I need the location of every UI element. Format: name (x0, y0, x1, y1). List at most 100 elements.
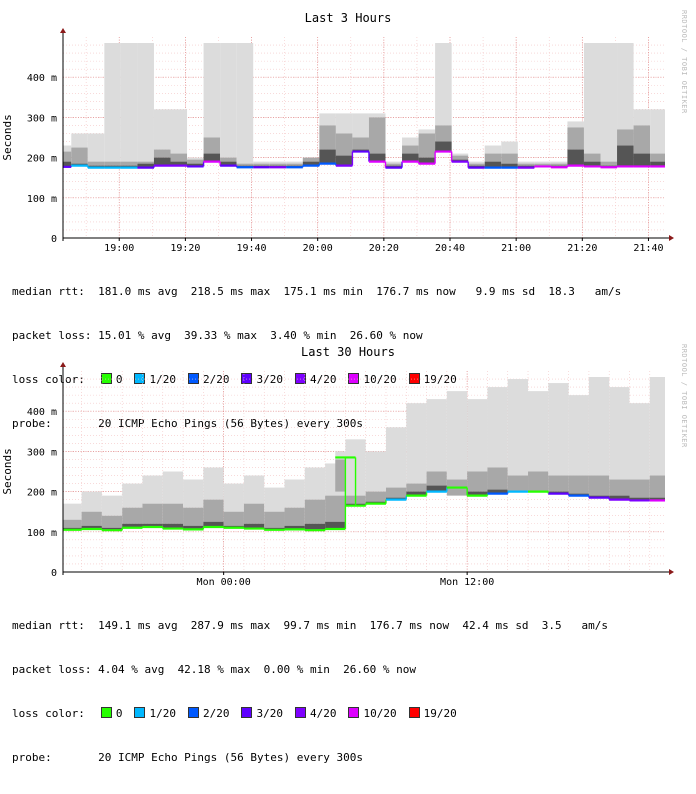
below-median (452, 163, 469, 238)
smoke-outer (446, 391, 468, 480)
below-median (285, 530, 305, 572)
below-median (528, 493, 548, 572)
smoke-outer (406, 403, 427, 484)
below-median (82, 530, 102, 572)
smoke-middle (487, 467, 508, 490)
smoke-middle (385, 487, 407, 498)
packet-loss-line: packet loss: 15.01 % avg 39.33 % max 3.4… (12, 328, 423, 342)
smoke-middle (633, 125, 651, 154)
chart-plot-30h: 0 100 m 200 m 300 m 400 m Mon 00:00 Mon 12:00 S… (1, 362, 674, 588)
smoke-middle (284, 507, 305, 526)
smoke-middle (236, 163, 254, 166)
smoke-middle (325, 495, 346, 522)
below-median (501, 169, 518, 238)
smoke-middle (183, 507, 204, 526)
y-tick-label: 100 m (27, 528, 57, 539)
y-tick-label: 0 (51, 568, 57, 579)
smoke-outer (600, 43, 618, 162)
legend-label: 4/20 (309, 372, 337, 386)
smoke-middle (402, 145, 419, 154)
probe-line: probe: 20 ICMP Echo Pings (56 Bytes) eve… (12, 750, 363, 764)
below-median (264, 531, 284, 572)
chart-plot-3h: 0 100 m 200 m 300 m 400 m 19:00 19:20 19:40 20:0… (1, 28, 674, 254)
below-median (104, 169, 121, 238)
smoke-outer (63, 503, 82, 520)
packet-loss-line: packet loss: 4.04 % avg 42.18 % max 0.00… (12, 662, 416, 676)
smoke-middle (162, 503, 184, 524)
smoke-inner (203, 153, 221, 162)
smoke-outer (304, 467, 326, 500)
below-median (63, 531, 82, 572)
smoke-middle (137, 161, 154, 164)
legend-label: 1/20 (149, 706, 176, 720)
smoke-outer (142, 475, 163, 504)
below-median (63, 168, 71, 238)
smoke-middle (352, 137, 369, 150)
smoke-inner (567, 149, 584, 166)
legend-label: 0 (115, 706, 123, 720)
legend-swatch (348, 372, 360, 384)
smoke-inner (63, 161, 72, 167)
smoke-outer (568, 395, 589, 476)
smoke-inner (183, 525, 204, 530)
smoke-middle (528, 471, 549, 492)
smoke-middle (101, 515, 123, 528)
smoke-outer (104, 43, 121, 162)
smoke-outer (583, 43, 601, 154)
chart-panel-30h: Last 30 Hours 0 100 m 200 m 300 m 400 m Mon 0… (0, 334, 696, 764)
smoke-outer (120, 43, 138, 162)
smoke-middle (269, 163, 287, 166)
legend-label: 10/20 (363, 706, 397, 720)
smoke-middle (567, 127, 584, 150)
smoke-middle (650, 153, 665, 162)
legend-swatch (348, 706, 360, 718)
smoke-outer (162, 471, 184, 504)
below-median (154, 167, 171, 238)
smoke-inner (609, 495, 630, 500)
below-median (137, 169, 154, 238)
below-median (88, 169, 105, 238)
legend-item: 4/20 (294, 372, 337, 386)
smoke-outer (484, 145, 502, 154)
legend-item: 0 (100, 706, 123, 720)
below-median (244, 530, 264, 572)
smoke-middle (203, 499, 224, 522)
smoke-middle (649, 475, 665, 498)
loss-color-legend: loss color: 0 1/20 2/20 3/20 4/20 10/20 19/20 (12, 706, 608, 722)
smoke-outer (507, 379, 529, 476)
legend-swatch (294, 706, 306, 718)
y-axis-arrow (60, 362, 66, 367)
x-tick-label: 19:40 (236, 243, 266, 254)
legend-label: 3/20 (256, 372, 283, 386)
below-median (305, 531, 325, 572)
smoke-outer (203, 467, 224, 500)
legend-label: 10/20 (363, 372, 397, 386)
smoke-inner (170, 161, 188, 166)
smoke-outer (487, 387, 508, 468)
smoke-inner (142, 523, 163, 527)
legend-item: 10/20 (348, 706, 397, 720)
legend-swatch (241, 372, 253, 384)
smoke-inner (187, 163, 204, 167)
legend-label: 19/20 (423, 706, 457, 720)
smoke-inner (81, 525, 102, 529)
below-median (102, 531, 122, 572)
smoke-middle (302, 157, 320, 162)
rrdtool-watermark: RRDTOOL / TOBI OETIKER (680, 344, 688, 448)
smoke-outer (365, 451, 386, 492)
smoke-outer (236, 43, 254, 164)
below-median (467, 497, 487, 572)
legend-item: 0 (100, 372, 122, 386)
smoke-middle (335, 133, 353, 156)
x-tick-label: 21:40 (633, 243, 663, 254)
below-median (366, 505, 386, 572)
smoke-outer (81, 491, 102, 512)
smoke-outer (243, 475, 265, 504)
below-median (650, 167, 665, 238)
y-tick-label: 400 m (27, 407, 57, 418)
x-axis-arrow (669, 235, 674, 241)
y-tick-label: 200 m (27, 154, 57, 165)
smoke-outer (649, 377, 665, 476)
smoke-inner (319, 149, 336, 164)
smoke-outer (633, 109, 651, 126)
